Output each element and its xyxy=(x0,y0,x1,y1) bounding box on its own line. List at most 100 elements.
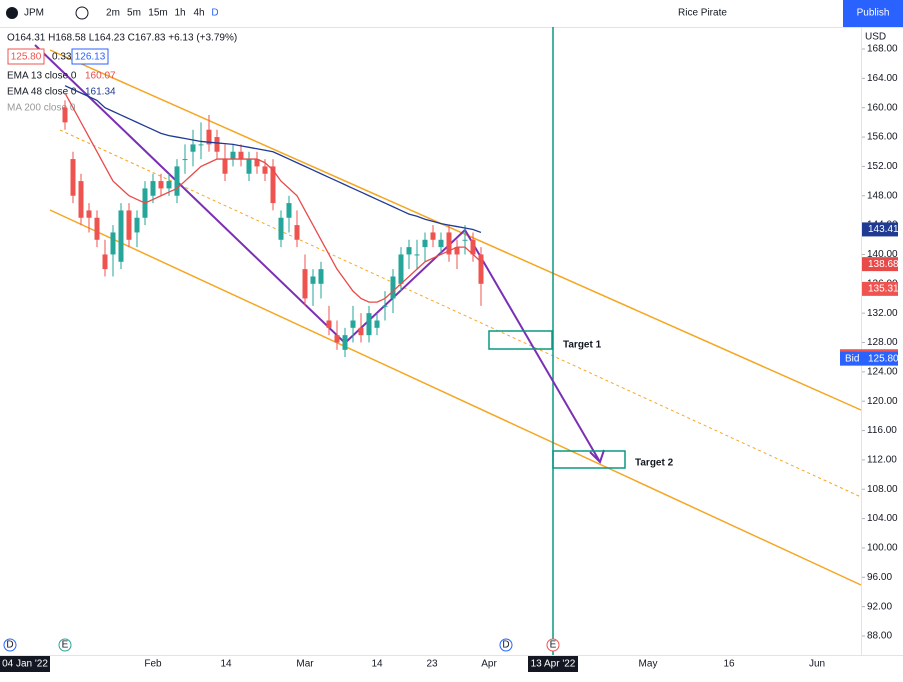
bid-box xyxy=(7,48,45,65)
channel-mid xyxy=(59,129,862,498)
arrow-head xyxy=(589,449,605,464)
annotation: Target 1 xyxy=(563,340,602,351)
layout-name[interactable]: Rice Pirate xyxy=(678,8,727,19)
add-symbol[interactable] xyxy=(75,6,89,20)
candle-body xyxy=(422,239,428,248)
x-tick-label: 04 Jan '22 xyxy=(2,659,48,670)
y-tick-label: 156.00 xyxy=(867,132,898,143)
currency[interactable]: USD xyxy=(865,32,886,43)
candle-body xyxy=(310,276,316,284)
candle-body xyxy=(150,181,156,196)
symbol[interactable]: JPM xyxy=(24,8,44,19)
event-marker[interactable] xyxy=(499,638,513,652)
candle-body xyxy=(198,144,204,146)
candle-body xyxy=(342,335,348,350)
interval[interactable]: 4h xyxy=(193,8,204,19)
y-tick-label: 152.00 xyxy=(867,161,898,172)
y-tick-label: 88.00 xyxy=(867,631,892,642)
candle-body xyxy=(158,181,164,189)
y-tick-label: 120.00 xyxy=(867,396,898,407)
candle-body xyxy=(166,181,172,189)
candle-body xyxy=(182,159,188,161)
projection-path xyxy=(34,44,601,463)
event-marker-label[interactable]: E xyxy=(62,640,69,651)
indicator-name: MA 200 close 0 xyxy=(7,103,76,114)
candle-body xyxy=(94,217,100,240)
x-tick-label: Feb xyxy=(144,659,162,670)
candle-body xyxy=(406,247,412,255)
candle-body xyxy=(462,239,468,241)
y-tick-label: 148.00 xyxy=(867,190,898,201)
x-tick-label: 14 xyxy=(220,659,232,670)
candle-body xyxy=(278,217,284,240)
interval[interactable]: 1h xyxy=(174,8,185,19)
y-tick-label: 124.00 xyxy=(867,366,898,377)
y-tick-label: 104.00 xyxy=(867,513,898,524)
x-tick-label: 14 xyxy=(371,659,383,670)
candle-body xyxy=(246,159,252,174)
bid-badge-value: 125.80 xyxy=(868,353,899,364)
candle-body xyxy=(414,254,420,256)
candle-body xyxy=(70,159,76,196)
channel-bottom xyxy=(49,209,862,586)
candle-body xyxy=(374,320,380,328)
annotation: Target 2 xyxy=(635,458,674,469)
y-tick-label: 164.00 xyxy=(867,73,898,84)
candle-body xyxy=(478,254,484,284)
event-marker-label[interactable]: E xyxy=(550,640,557,651)
event-marker-label[interactable]: D xyxy=(502,640,509,651)
y-tick-label: 116.00 xyxy=(867,425,897,436)
indicator-name: EMA 48 close 0 xyxy=(7,87,77,98)
publish-button[interactable] xyxy=(843,0,903,27)
candle-body xyxy=(358,327,364,336)
candle-body xyxy=(102,254,108,270)
bid: 125.80 xyxy=(11,52,42,63)
event-marker-label[interactable]: D xyxy=(6,640,13,651)
interval[interactable]: 5m xyxy=(127,8,141,19)
candle-body xyxy=(302,269,308,299)
price-badge xyxy=(862,281,898,296)
x-tick-label: May xyxy=(639,659,658,670)
price-badge-value: 143.41 xyxy=(868,224,899,235)
candle-body xyxy=(110,232,116,255)
candle-body xyxy=(326,320,332,328)
interval[interactable]: 15m xyxy=(148,8,167,19)
x-label-box xyxy=(0,656,50,672)
candle-body xyxy=(126,210,132,240)
indicator-name: EMA 13 close 0 xyxy=(7,71,77,82)
publish-label[interactable]: Publish xyxy=(857,8,890,19)
candle-body xyxy=(118,210,124,262)
target-box xyxy=(488,330,553,350)
interval[interactable]: 2m xyxy=(106,8,120,19)
target-box xyxy=(552,450,626,469)
candle-body xyxy=(214,137,220,152)
candle-body xyxy=(254,159,260,167)
indicator-line xyxy=(64,85,482,234)
event-marker[interactable] xyxy=(3,638,17,652)
candle-body xyxy=(390,276,396,299)
interval[interactable]: D xyxy=(211,8,218,19)
ask-box xyxy=(71,48,109,65)
candle-body xyxy=(286,203,292,218)
x-tick-label: 23 xyxy=(426,659,438,670)
y-tick-label: 132.00 xyxy=(867,308,898,319)
candle-body xyxy=(62,107,68,123)
x-label-box xyxy=(528,656,578,672)
y-tick-label: 96.00 xyxy=(867,572,892,583)
price-badge-value: 135.31 xyxy=(868,284,899,295)
candle-body xyxy=(398,254,404,284)
bid-badge-label: Bid xyxy=(845,353,859,364)
channel-top xyxy=(49,49,862,411)
price-badge xyxy=(862,257,898,272)
candle-body xyxy=(454,247,460,255)
event-marker[interactable] xyxy=(58,638,72,652)
price-badge xyxy=(862,222,898,237)
spread: 0.33 xyxy=(52,52,72,63)
candle-body xyxy=(294,225,300,240)
candle-body xyxy=(318,269,324,284)
candle-body xyxy=(334,335,340,343)
y-tick-label: 100.00 xyxy=(867,543,898,554)
candle-body xyxy=(222,159,228,174)
event-marker[interactable] xyxy=(546,638,560,652)
